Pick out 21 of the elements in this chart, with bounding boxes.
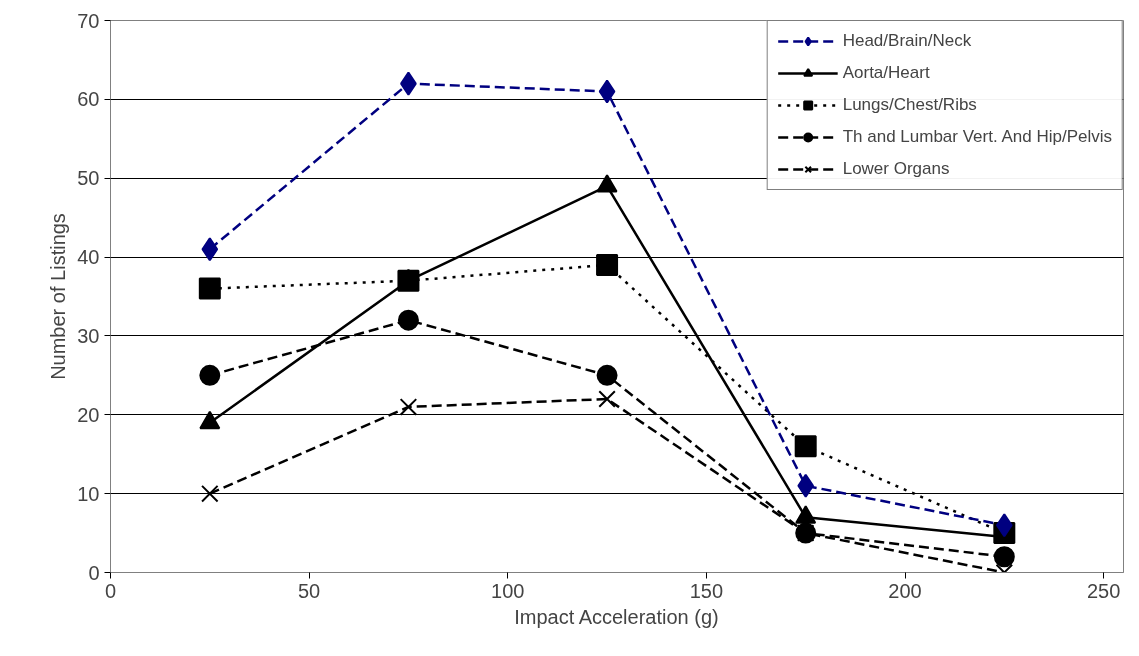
x-axis-title: Impact Acceleration (g) <box>514 605 719 628</box>
y-tick-label: 70 <box>77 9 100 32</box>
x-tick-label: 50 <box>298 579 321 602</box>
x-tick-label: 150 <box>689 579 724 602</box>
legend-label: Th and Lumbar Vert. And Hip/Pelvis <box>842 127 1112 147</box>
y-tick-label: 50 <box>77 167 100 190</box>
y-tick-label: 60 <box>77 88 100 111</box>
y-axis-title: Number of Listings <box>47 213 70 380</box>
legend-label: Lower Organs <box>842 159 950 179</box>
x-tick-label: 250 <box>1086 579 1121 602</box>
y-tick-label: 10 <box>77 482 100 505</box>
legend-label: Lungs/Chest/Ribs <box>842 95 977 115</box>
legend-label: Head/Brain/Neck <box>842 31 972 51</box>
y-tick-label: 40 <box>77 246 100 269</box>
y-tick-label: 0 <box>88 561 100 584</box>
x-tick-label: 0 <box>104 579 117 602</box>
legend-label: Aorta/Heart <box>842 63 930 83</box>
x-tick-label: 100 <box>491 579 525 602</box>
y-tick-label: 20 <box>77 403 100 426</box>
x-tick-label: 200 <box>888 579 922 602</box>
y-tick-label: 30 <box>77 324 100 347</box>
